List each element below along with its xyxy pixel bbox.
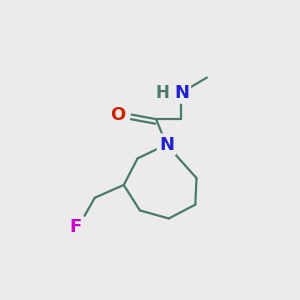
Text: O: O: [110, 106, 126, 124]
Text: H: H: [156, 84, 170, 102]
Text: N: N: [174, 84, 189, 102]
Text: F: F: [70, 218, 82, 236]
Text: N: N: [159, 136, 174, 154]
